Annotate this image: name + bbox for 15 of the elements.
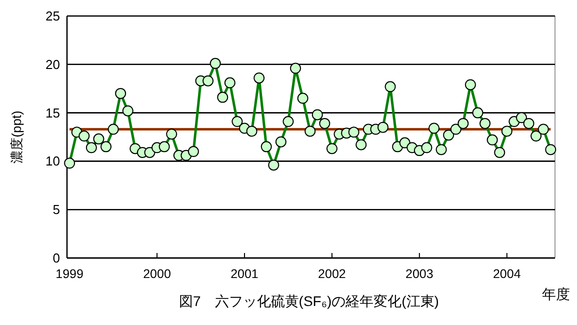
xtick: 2003 xyxy=(406,267,434,281)
xtick: 1999 xyxy=(56,267,84,281)
ytick: 15 xyxy=(46,105,60,120)
ytick: 0 xyxy=(52,250,60,266)
xtick: 2004 xyxy=(492,267,521,281)
xtick: 2002 xyxy=(318,267,346,281)
xtick: 2001 xyxy=(230,267,258,281)
ytick: 10 xyxy=(46,154,60,169)
ytick: 25 xyxy=(46,8,60,24)
title: 図7 六フッ化硫黄(SF₆)の経年変化(江東) xyxy=(179,293,439,309)
ytick: 20 xyxy=(46,56,60,72)
xlabel: 年度 xyxy=(542,286,570,302)
ylabel: 濃度(ppt) xyxy=(9,110,24,164)
xtick: 2000 xyxy=(143,267,171,281)
ytick: 5 xyxy=(52,202,60,218)
